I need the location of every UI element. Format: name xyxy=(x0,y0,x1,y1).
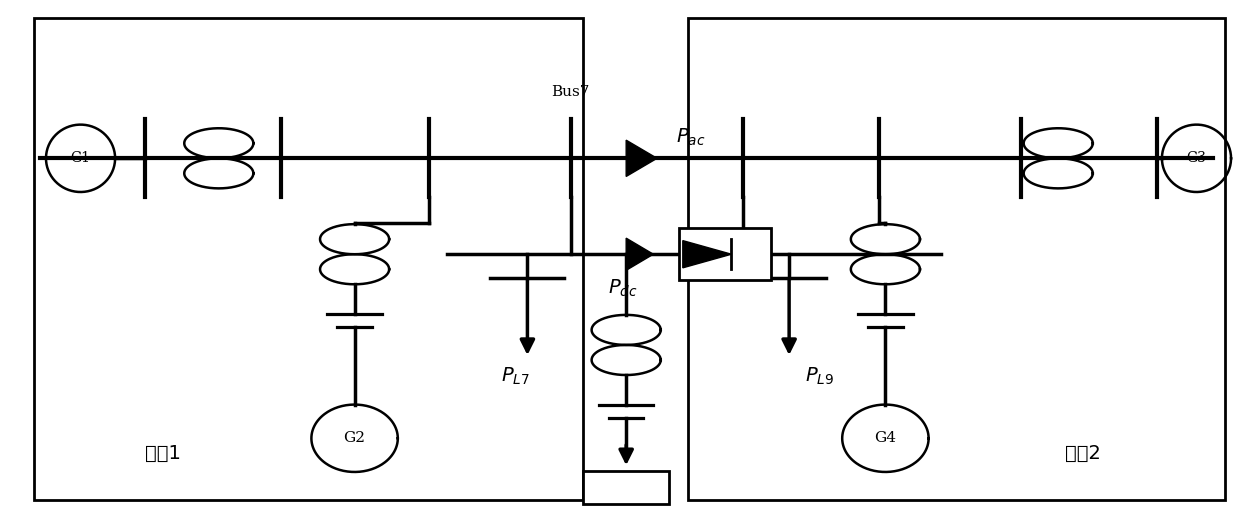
Text: G3: G3 xyxy=(1187,151,1207,165)
Bar xyxy=(678,228,771,280)
Text: $ESS$: $ESS$ xyxy=(613,481,640,495)
Text: 区块1: 区块1 xyxy=(145,444,181,463)
Text: G2: G2 xyxy=(343,431,366,445)
Bar xyxy=(688,18,1225,500)
Text: $P_{L9}$: $P_{L9}$ xyxy=(806,366,835,387)
Text: $P_{L7}$: $P_{L7}$ xyxy=(501,366,529,387)
Text: $P_{dc}$: $P_{dc}$ xyxy=(608,277,637,299)
Polygon shape xyxy=(683,241,732,268)
Bar xyxy=(583,471,670,505)
Text: Bus7: Bus7 xyxy=(552,85,590,99)
Text: G4: G4 xyxy=(874,431,897,445)
Polygon shape xyxy=(626,140,657,177)
Text: $P_{ac}$: $P_{ac}$ xyxy=(676,127,706,148)
Text: G1: G1 xyxy=(71,151,91,165)
Polygon shape xyxy=(626,238,653,270)
Bar xyxy=(33,18,583,500)
Text: 区块2: 区块2 xyxy=(1065,444,1101,463)
